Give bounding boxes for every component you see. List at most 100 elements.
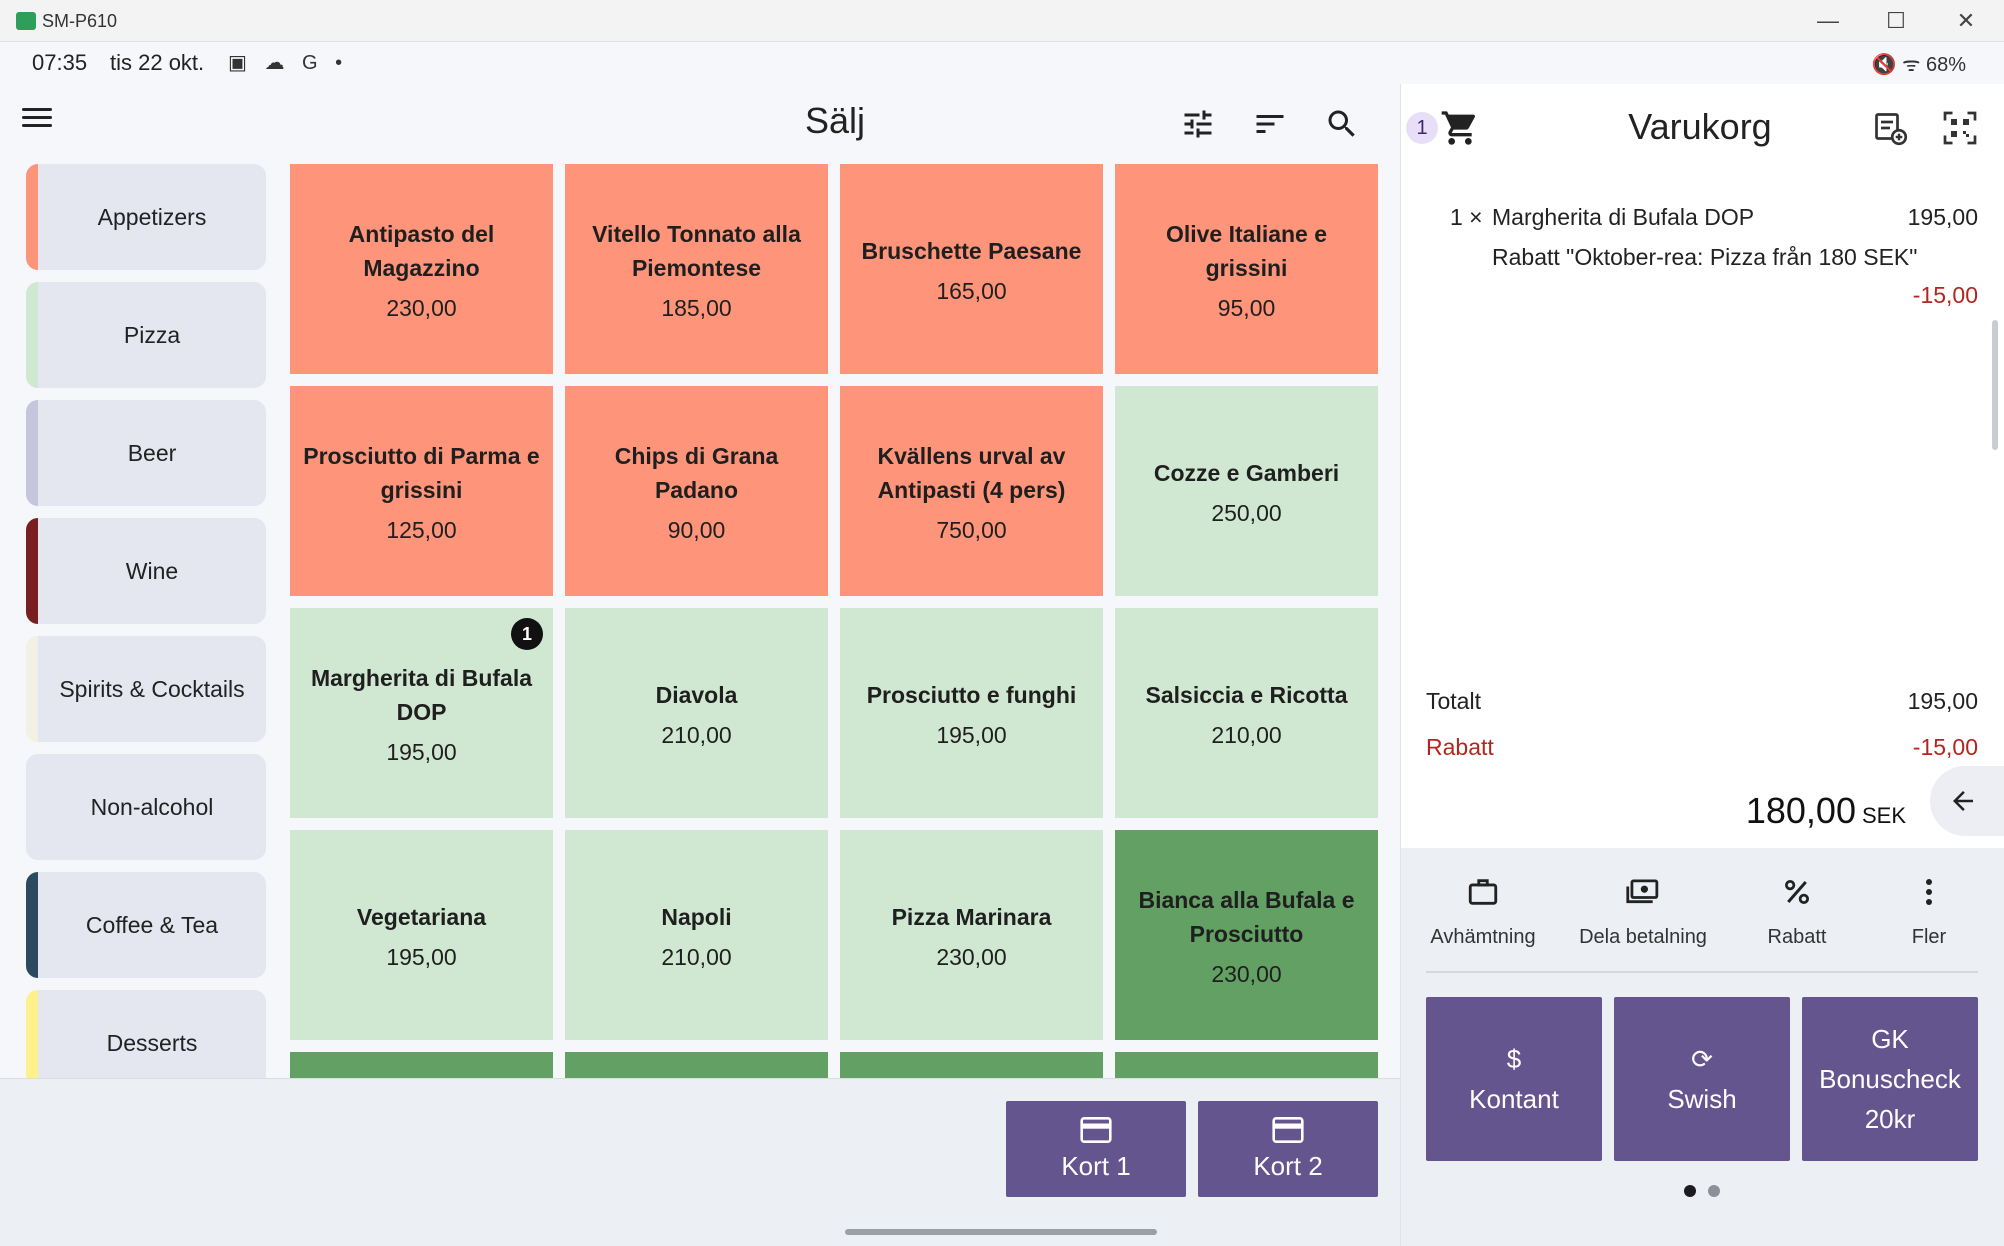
page-title: Sälj xyxy=(804,100,866,141)
notification-icons: ▣ ☁ G • xyxy=(228,52,349,74)
product-tile-partial[interactable] xyxy=(840,1052,1103,1078)
status-date: tis 22 okt. xyxy=(110,50,205,75)
product-tile-partial[interactable] xyxy=(1115,1052,1378,1078)
cart-title: Varukorg xyxy=(1628,106,1772,147)
search-icon[interactable] xyxy=(1324,106,1360,142)
minimize-button[interactable]: — xyxy=(1817,8,1839,33)
product-name: Napoli xyxy=(661,903,732,930)
cart-icon[interactable] xyxy=(1440,108,1480,148)
credit-card-icon xyxy=(1080,1116,1112,1143)
product-tile[interactable]: Cozze e Gamberi 250,00 xyxy=(1115,386,1378,596)
pickup-action[interactable]: Avhämtning xyxy=(1408,872,1558,949)
page-indicator[interactable] xyxy=(1708,1185,1720,1197)
battery-level: 68% xyxy=(1925,54,1966,76)
product-tile[interactable]: Pizza Marinara 230,00 xyxy=(840,830,1103,1040)
product-tile[interactable]: Bruschette Paesane 165,00 xyxy=(840,164,1103,374)
divider xyxy=(1426,971,1978,973)
card-1-button[interactable]: Kort 1 xyxy=(1006,1101,1186,1197)
category-color xyxy=(26,164,38,270)
product-tile[interactable]: Vegetariana 195,00 xyxy=(290,830,553,1040)
discount-action[interactable]: Rabatt xyxy=(1722,872,1872,949)
more-vert-icon xyxy=(1926,879,1932,905)
category-wine[interactable]: Wine xyxy=(26,518,266,624)
product-price: 195,00 xyxy=(386,738,457,765)
category-label: Spirits & Cocktails xyxy=(59,675,245,702)
product-tile-partial[interactable] xyxy=(565,1052,828,1078)
product-name: Vitello Tonnato alla Piemontese xyxy=(592,220,801,281)
category-desserts[interactable]: Desserts xyxy=(26,990,266,1078)
pay-button-label: Swish xyxy=(1667,1084,1737,1114)
product-tile[interactable]: Antipasto del Magazzino 230,00 xyxy=(290,164,553,374)
arrow-back-icon xyxy=(1953,791,1973,811)
product-tile[interactable]: Olive Italiane e grissini 95,00 xyxy=(1115,164,1378,374)
collapse-cart-button[interactable] xyxy=(1930,766,2004,836)
product-name: Prosciutto di Parma e grissini xyxy=(303,442,540,503)
product-tile[interactable]: Prosciutto di Parma e grissini 125,00 xyxy=(290,386,553,596)
product-tile[interactable]: Prosciutto e funghi 195,00 xyxy=(840,608,1103,818)
card-2-button[interactable]: Kort 2 xyxy=(1198,1101,1378,1197)
product-price: 165,00 xyxy=(936,277,1007,304)
category-color xyxy=(26,754,38,860)
status-bar: 07:35 tis 22 okt. ▣ ☁ G • 🔇 ᯤ 68% xyxy=(0,42,2004,84)
product-name: Bianca alla Bufala e Prosciutto xyxy=(1138,886,1355,947)
product-tile[interactable]: Vitello Tonnato alla Piemontese 185,00 xyxy=(565,164,828,374)
product-tile-partial[interactable] xyxy=(290,1052,553,1078)
qr-code-scan-icon[interactable] xyxy=(1942,110,1978,146)
home-indicator[interactable] xyxy=(845,1229,1157,1235)
filter-icon[interactable] xyxy=(1180,106,1216,142)
product-tile[interactable]: Salsiccia e Ricotta 210,00 xyxy=(1115,608,1378,818)
category-non-alcohol[interactable]: Non-alcohol xyxy=(26,754,266,860)
category-color xyxy=(26,872,38,978)
product-price: 250,00 xyxy=(1211,499,1282,526)
product-name: Bruschette Paesane xyxy=(861,237,1082,264)
category-coffee-tea[interactable]: Coffee & Tea xyxy=(26,872,266,978)
pay-gift-card-button[interactable]: GK Bonuscheck 20kr xyxy=(1802,997,1978,1161)
product-name: Chips di Grana Padano xyxy=(614,442,779,503)
product-tile[interactable]: Bianca alla Bufala e Prosciutto 230,00 xyxy=(1115,830,1378,1040)
product-name: Prosciutto e funghi xyxy=(866,681,1077,708)
action-label: Avhämtning xyxy=(1430,926,1536,948)
cart-count-badge: 1 xyxy=(1406,112,1438,144)
currency: SEK xyxy=(1861,803,1906,828)
hamburger-menu-icon[interactable] xyxy=(22,104,52,134)
product-price: 90,00 xyxy=(667,516,726,543)
cart-line-name[interactable]: Margherita di Bufala DOP xyxy=(1492,204,1755,230)
discount-value: -15,00 xyxy=(1912,734,1978,760)
window-titlebar: SM-P610 — ☐ ✕ xyxy=(0,0,2004,42)
product-price: 195,00 xyxy=(386,943,457,970)
product-tile[interactable]: Napoli 210,00 xyxy=(565,830,828,1040)
total-value: 195,00 xyxy=(1907,688,1978,714)
category-label: Wine xyxy=(125,557,179,584)
scrollbar[interactable] xyxy=(1992,320,1998,450)
product-name: Pizza Marinara xyxy=(891,903,1052,930)
product-tile[interactable]: Kvällens urval av Antipasti (4 pers) 750… xyxy=(840,386,1103,596)
receipt-add-icon[interactable] xyxy=(1872,110,1908,146)
pay-swish-button[interactable]: ⟳ Swish xyxy=(1614,997,1790,1161)
cart-line-price: 195,00 xyxy=(1907,204,1978,230)
swish-icon: ⟳ xyxy=(1691,1044,1713,1074)
close-button[interactable]: ✕ xyxy=(1956,8,1976,33)
category-color xyxy=(26,400,38,506)
product-tile[interactable]: 1 Margherita di Bufala DOP 195,00 xyxy=(290,608,553,818)
category-color xyxy=(26,282,38,388)
product-tile[interactable]: Diavola 210,00 xyxy=(565,608,828,818)
maximize-button[interactable]: ☐ xyxy=(1886,8,1906,33)
pay-button-label: Kontant xyxy=(1469,1084,1559,1114)
product-price: 230,00 xyxy=(1211,960,1282,987)
product-price: 750,00 xyxy=(936,516,1007,543)
split-payment-action[interactable]: Dela betalning xyxy=(1568,872,1718,949)
product-price: 230,00 xyxy=(936,943,1007,970)
product-tile[interactable]: Chips di Grana Padano 90,00 xyxy=(565,386,828,596)
category-pizza[interactable]: Pizza xyxy=(26,282,266,388)
sell-pane: Sälj Appetizers Pizza Beer Wine Spirits … xyxy=(0,84,1400,1078)
category-beer[interactable]: Beer xyxy=(26,400,266,506)
category-spirits-cocktails[interactable]: Spirits & Cocktails xyxy=(26,636,266,742)
more-action[interactable]: Fler xyxy=(1854,872,2004,949)
cart-line-quantity: 1 × xyxy=(1450,204,1483,230)
page-indicator-active[interactable] xyxy=(1684,1185,1696,1197)
product-price: 230,00 xyxy=(386,294,457,321)
status-time: 07:35 xyxy=(32,50,88,75)
category-appetizers[interactable]: Appetizers xyxy=(26,164,266,270)
sort-icon[interactable] xyxy=(1252,106,1288,142)
pay-cash-button[interactable]: $ Kontant xyxy=(1426,997,1602,1161)
